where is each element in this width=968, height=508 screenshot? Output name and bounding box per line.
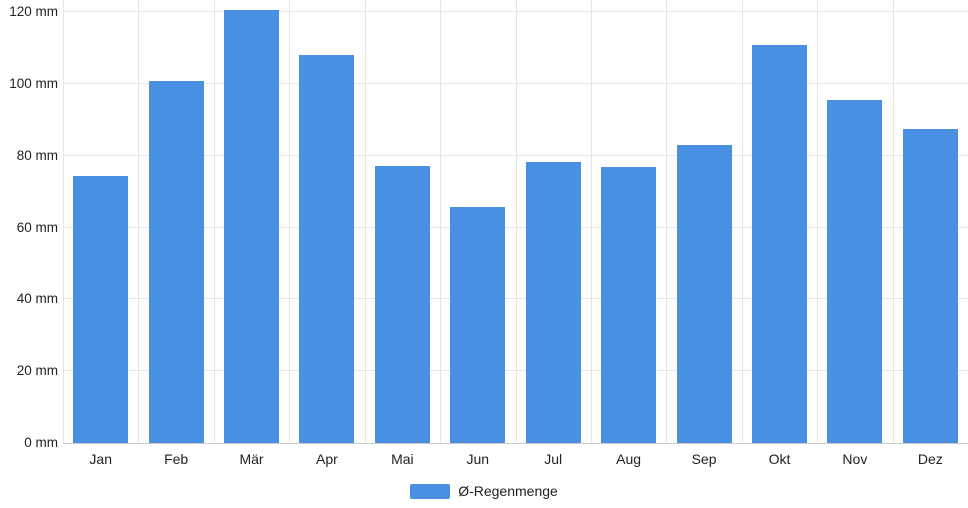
v-gridline	[440, 0, 441, 443]
x-axis-label: Dez	[917, 451, 943, 467]
v-gridline	[893, 0, 894, 443]
plot-area	[63, 0, 968, 444]
x-axis-label: Jan	[89, 451, 112, 467]
h-gridline-80mm	[63, 154, 968, 156]
v-gridline	[138, 0, 139, 443]
legend-swatch	[410, 483, 451, 499]
y-axis-tick-label: 100 mm	[9, 76, 58, 92]
v-gridline	[365, 0, 366, 443]
h-gridline-100mm	[63, 83, 968, 85]
y-axis-tick-label: 60 mm	[16, 219, 58, 235]
v-gridline	[666, 0, 667, 443]
v-gridline	[742, 0, 743, 443]
h-gridline-60mm	[63, 226, 968, 228]
v-gridline	[214, 0, 215, 443]
bar-jul[interactable]	[525, 162, 581, 443]
x-axis-label: Nov	[842, 451, 868, 467]
legend-item[interactable]: Ø-Regenmenge	[0, 481, 968, 501]
x-axis-label: Jun	[466, 451, 490, 467]
bar-dez[interactable]	[902, 129, 958, 443]
bar-aug[interactable]	[601, 167, 657, 443]
bar-sep[interactable]	[676, 145, 732, 443]
x-axis-label: Feb	[164, 451, 189, 467]
h-gridline-40mm	[63, 298, 968, 300]
bar-feb[interactable]	[148, 81, 204, 443]
y-axis-tick-label: 20 mm	[16, 363, 58, 379]
h-gridline-20mm	[63, 370, 968, 372]
x-axis-label: Okt	[768, 451, 791, 467]
v-gridline	[591, 0, 592, 443]
v-gridline	[516, 0, 517, 443]
y-axis-tick-label: 120 mm	[9, 4, 58, 20]
x-axis-label: Mai	[391, 451, 414, 467]
x-axis-label: Sep	[691, 451, 717, 467]
bar-apr[interactable]	[299, 55, 355, 443]
y-axis: 0 mm 20 mm 40 mm 60 mm 80 mm 100 mm 120 mm	[0, 0, 58, 450]
v-gridline	[817, 0, 818, 443]
bar-mai[interactable]	[374, 166, 430, 443]
v-gridline	[63, 0, 64, 443]
y-axis-tick-label: 80 mm	[16, 147, 58, 163]
bar-jan[interactable]	[73, 176, 129, 443]
y-axis-tick-label: 40 mm	[16, 291, 58, 307]
v-gridline	[289, 0, 290, 443]
x-axis-label: Aug	[616, 451, 642, 467]
x-axis-label: Apr	[316, 451, 338, 467]
bar-okt[interactable]	[751, 45, 807, 443]
bar-mär[interactable]	[224, 10, 280, 443]
y-axis-tick-label: 0 mm	[24, 435, 58, 450]
legend-label: Ø-Regenmenge	[458, 483, 558, 499]
x-axis-label: Jul	[544, 451, 563, 467]
bar-nov[interactable]	[827, 100, 883, 443]
h-gridline-120mm	[63, 11, 968, 13]
bar-jun[interactable]	[450, 207, 506, 443]
x-axis-label: Mär	[239, 451, 264, 467]
x-axis: Jan Feb Mär Apr Mai Jun Jul Aug Sep Okt Nov Dez	[0, 450, 968, 470]
